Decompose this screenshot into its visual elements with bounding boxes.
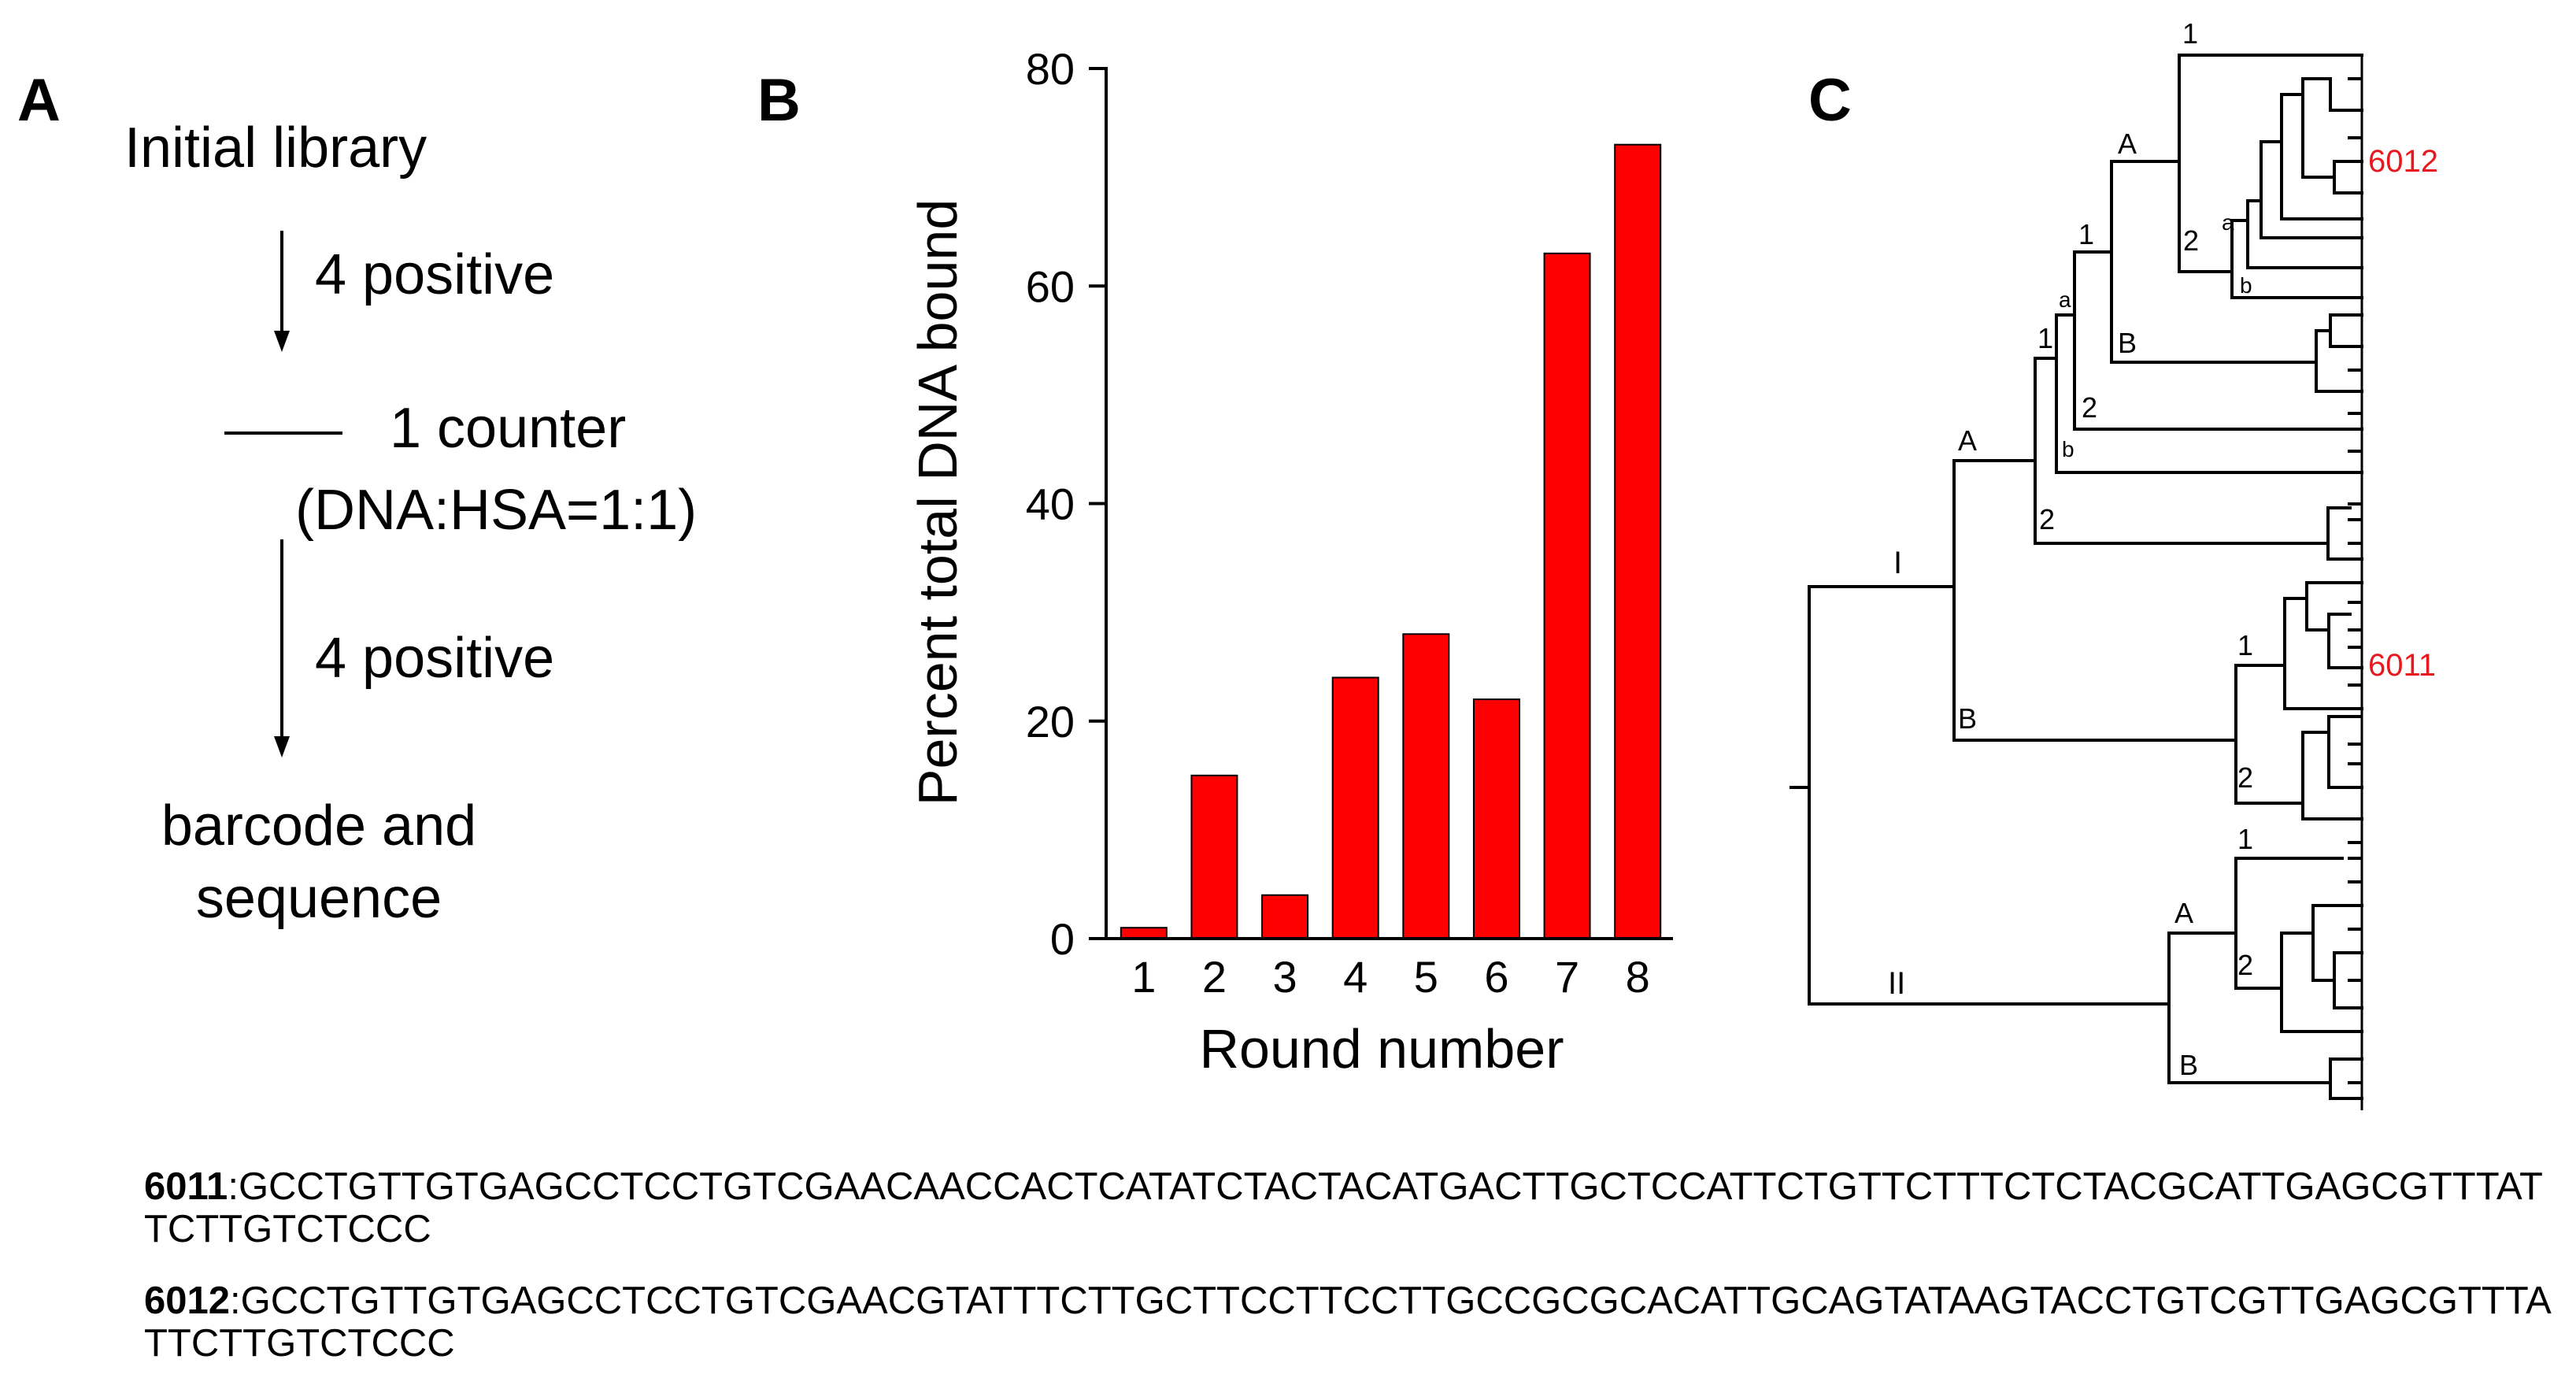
x-tick-label: 8: [1626, 952, 1650, 1002]
panel-b-label: B: [757, 67, 801, 134]
sequence-6012: 6012:GCCTGTTGTGAGCCTCCTGTCGAACGTATTTCTTG…: [144, 1280, 2565, 1365]
flow-step1-label: 4 positive: [315, 243, 555, 306]
y-axis-label: Percent total DNA bound: [907, 199, 968, 806]
tree-label-IA1a: a: [2059, 287, 2071, 312]
sequence-6011-id: 6011: [144, 1165, 228, 1208]
tree-label-IIA: A: [2174, 897, 2193, 929]
tree-label-IB1: 1: [2237, 629, 2253, 661]
tree-label-IA: A: [1958, 424, 1977, 457]
sequence-6012-id: 6012: [144, 1280, 231, 1322]
bar-round-2: [1190, 774, 1238, 939]
flow-final-line2: sequence: [195, 867, 442, 930]
tree-label-IIB: B: [2179, 1049, 2198, 1081]
tree-label-IA1a2: 2: [2082, 391, 2097, 424]
tree-label-IA1a1A2a: a: [2222, 210, 2234, 235]
x-axis-label: Round number: [1199, 1018, 1564, 1080]
tree-label-IIA1: 1: [2237, 823, 2253, 855]
y-tick-label: 0: [1050, 914, 1075, 964]
y-tick-label: 20: [1026, 697, 1075, 746]
tree-label-IA1a1A: A: [2118, 128, 2137, 160]
panel-a-label: A: [17, 67, 61, 134]
x-tick-label: 4: [1343, 952, 1368, 1002]
x-tick-label: 2: [1202, 952, 1227, 1002]
x-tick-label: 5: [1414, 952, 1438, 1002]
flow-final-box: barcode and sequence: [142, 790, 496, 935]
tree-label-IB2: 2: [2237, 761, 2253, 794]
tree-label-IA1a1A1: 1: [2182, 17, 2198, 50]
chart-bars: [1120, 143, 1662, 939]
tree-label-IA1a1A2: 2: [2183, 224, 2199, 257]
flow-final-line1: barcode and: [161, 795, 477, 857]
bar-round-8: [1614, 143, 1662, 939]
bar-round-1: [1120, 927, 1168, 939]
flow-step2-label: 4 positive: [315, 627, 555, 690]
tree-label-IIA2: 2: [2237, 949, 2253, 981]
sequence-6011-sep: :: [228, 1165, 239, 1208]
tree-label-IA1a1B: B: [2118, 327, 2137, 359]
y-tick-label: 80: [1026, 44, 1075, 94]
tree-label-IA1a1: 1: [2078, 218, 2094, 250]
tree-label-IA1: 1: [2037, 322, 2053, 354]
y-tick-label: 60: [1026, 261, 1075, 311]
bar-round-4: [1331, 676, 1379, 939]
sequence-6012-text: GCCTGTTGTGAGCCTCCTGTCGAACGTATTTCTTGCTTCC…: [144, 1280, 2552, 1365]
x-tick-label: 6: [1484, 952, 1508, 1002]
sequence-6011-text: GCCTGTTGTGAGCCTCCTGTCGAACAACCACTCATATCTA…: [144, 1165, 2543, 1250]
x-tick-label: 1: [1131, 952, 1156, 1002]
x-tick-label: 7: [1555, 952, 1579, 1002]
x-tick-label: 3: [1272, 952, 1297, 1002]
bar-round-5: [1402, 633, 1450, 939]
tree-label-IA1a1A2b: b: [2240, 273, 2252, 298]
bar-round-6: [1472, 698, 1520, 939]
sequence-6012-sep: :: [230, 1280, 241, 1322]
flow-counter-label: 1 counter: [390, 397, 627, 460]
flow-counter-ratio: (DNA:HSA=1:1): [295, 479, 698, 542]
tree-highlight-6011: 6011: [2368, 648, 2436, 683]
tree-label-IB: B: [1958, 702, 1977, 735]
tree-label-II: II: [1888, 966, 1905, 1001]
tree-highlight-6012: 6012: [2368, 144, 2438, 179]
y-tick-label: 40: [1026, 480, 1075, 529]
bar-round-3: [1261, 894, 1309, 939]
sequence-6011: 6011:GCCTGTTGTGAGCCTCCTGTCGAACAACCACTCAT…: [144, 1165, 2565, 1250]
tree-label-IA1b: b: [2062, 437, 2074, 461]
arrow-1-head: [274, 331, 290, 352]
tree-label-I: I: [1893, 546, 1902, 580]
tree-label-IA2: 2: [2039, 503, 2055, 535]
panel-c-label: C: [1808, 67, 1852, 134]
flowchart-graphics: [224, 231, 342, 757]
flow-initial-library: Initial library: [124, 117, 427, 180]
bar-round-7: [1543, 252, 1591, 939]
arrow-2-head: [274, 736, 290, 757]
